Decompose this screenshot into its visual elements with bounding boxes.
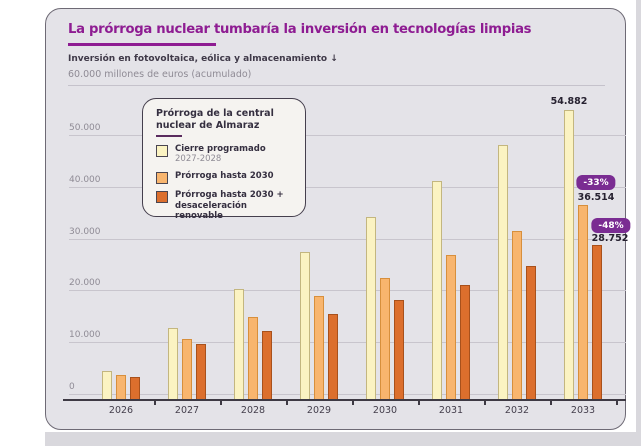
x-axis-label-2030: 2030 [372, 405, 398, 416]
chart-title: La prórroga nuclear tumbaría la inversió… [68, 22, 532, 37]
x-axis-label-2029: 2029 [306, 405, 332, 416]
bar-prorroga-2027 [182, 338, 192, 399]
bar-cierre-2027 [168, 328, 178, 399]
x-axis-label-2033: 2033 [570, 405, 596, 416]
grid-line [69, 135, 626, 136]
grid-line [69, 290, 626, 292]
legend-swatch-2 [156, 191, 168, 203]
value-label-2033-desaceleracion: 28.752 [591, 233, 629, 244]
legend-item-label-1: Prórroga hasta 2030 [175, 171, 274, 181]
bar-prorroga-2029 [314, 296, 324, 399]
bar-desaceleracion-2030 [394, 300, 404, 399]
bar-desaceleracion-2027 [196, 344, 206, 399]
x-axis-tick [352, 399, 354, 405]
x-axis-label-2026: 2026 [108, 405, 134, 416]
legend-title-underline [156, 134, 182, 137]
bar-cierre-2029 [300, 252, 310, 399]
value-label-2033-cierre: 54.882 [550, 96, 588, 107]
value-label-2033-prorroga: 36.514 [577, 192, 615, 203]
y-axis-tick-label: 30.000 [69, 226, 101, 237]
legend-box: Prórroga de la central nuclear de Almara… [142, 98, 306, 221]
grid-line [69, 186, 626, 188]
bar-cierre-2028 [234, 289, 244, 399]
page-background-bottom [45, 432, 641, 446]
legend-item-label-0: Cierre programado 2027-2028 [175, 143, 266, 165]
legend-items: Cierre programado 2027-2028 Prórroga hasta… [156, 144, 295, 222]
x-axis-tick [418, 399, 420, 405]
infographic-card: La prórroga nuclear tumbaría la inversió… [45, 8, 631, 430]
header-separator [68, 85, 605, 86]
x-axis-tick [484, 399, 486, 405]
x-axis-line [63, 399, 626, 401]
x-axis-tick [286, 399, 288, 405]
legend-item-1: Prórroga hasta 2030 [156, 171, 295, 184]
x-axis-label-2031: 2031 [438, 405, 464, 416]
y-axis-tick-label: 0 [69, 382, 75, 392]
grid-line [69, 238, 626, 240]
y-axis-tick-label: 10.000 [69, 330, 101, 341]
y-axis-tick-label: 40.000 [69, 174, 101, 185]
bar-desaceleracion-2033 [592, 245, 602, 399]
title-underline [68, 43, 216, 46]
bar-prorroga-2032 [512, 231, 522, 399]
bar-prorroga-2031 [446, 254, 456, 399]
legend-item-sublabel-0: 2027-2028 [175, 154, 222, 165]
legend-title: Prórroga de la central nuclear de Almara… [156, 108, 295, 132]
bar-cierre-2026 [102, 371, 112, 399]
bar-desaceleracion-2028 [262, 330, 272, 399]
legend-swatch-1 [156, 172, 168, 184]
chart-units-note: 60.000 millones de euros (acumulado) [68, 69, 252, 80]
grid-line [69, 342, 626, 344]
y-axis-tick-label: 50.000 [69, 123, 101, 133]
badge-minus-33-percent: -33% [576, 175, 616, 190]
x-axis-tick [616, 399, 618, 405]
y-axis-tick-label: 20.000 [69, 278, 101, 289]
x-axis-label-2032: 2032 [504, 405, 530, 416]
bar-desaceleracion-2031 [460, 284, 470, 399]
bar-prorroga-2028 [248, 316, 258, 399]
badge-minus-48-percent: -48% [591, 218, 631, 233]
bar-prorroga-2026 [116, 374, 126, 399]
x-axis-tick [220, 399, 222, 405]
legend-title-line1: Prórroga de la central [156, 108, 274, 119]
x-axis-label-2027: 2027 [174, 405, 200, 416]
legend-item-label-2: Prórroga hasta 2030 + desaceleración reno… [175, 190, 284, 222]
chart-subtitle: Inversión en fotovoltaica, eólica y alma… [68, 54, 338, 64]
bar-prorroga-2033 [578, 204, 588, 399]
legend-title-line2: nuclear de Almaraz [156, 119, 260, 131]
x-axis-tick [550, 399, 552, 405]
bar-cierre-2031 [432, 181, 442, 399]
bar-chart-plot-area: 0 10.000 20.000 30.000 40.000 50.000 2026 2027 2… [46, 9, 626, 429]
page-background-right [636, 0, 641, 446]
x-axis-tick [154, 399, 156, 405]
legend-item-0: Cierre programado 2027-2028 [156, 144, 295, 165]
bar-cierre-2033 [564, 109, 574, 399]
bar-cierre-2030 [366, 216, 376, 399]
bar-prorroga-2030 [380, 277, 390, 399]
bar-desaceleracion-2029 [328, 313, 338, 399]
grid-line [69, 394, 626, 395]
bar-cierre-2032 [498, 144, 508, 399]
bar-desaceleracion-2032 [526, 265, 536, 399]
legend-item-2: Prórroga hasta 2030 + desaceleración reno… [156, 190, 295, 222]
legend-swatch-0 [156, 144, 168, 157]
x-axis-label-2028: 2028 [240, 405, 266, 416]
bar-desaceleracion-2026 [130, 376, 140, 399]
